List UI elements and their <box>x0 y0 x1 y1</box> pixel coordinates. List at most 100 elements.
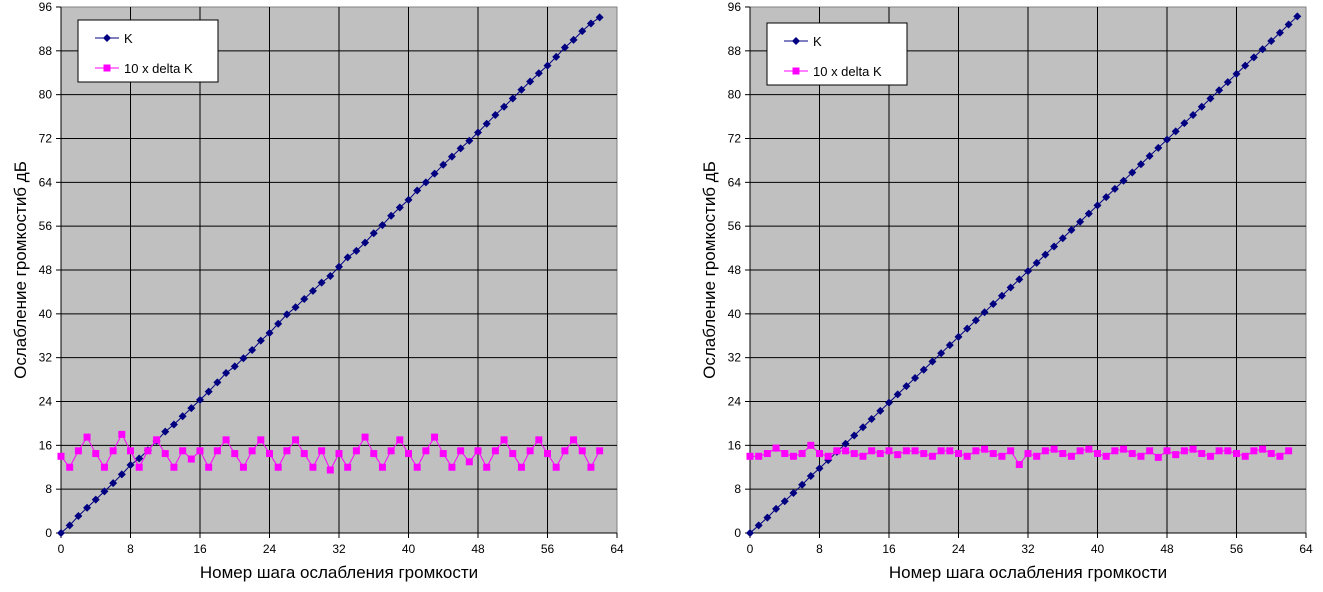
series-0 <box>746 12 1302 537</box>
data-point <box>798 450 806 458</box>
data-point <box>859 452 867 460</box>
data-point <box>963 324 972 333</box>
data-point <box>955 450 962 458</box>
data-point <box>894 451 902 459</box>
data-point <box>413 463 421 471</box>
data-point <box>57 452 65 460</box>
data-point <box>448 463 456 471</box>
x-tick-label: 56 <box>1230 542 1244 556</box>
data-point <box>963 452 971 460</box>
data-point <box>326 466 334 474</box>
data-point <box>534 69 543 78</box>
data-point <box>378 221 387 230</box>
data-point <box>491 110 500 119</box>
legend-label: K <box>813 34 822 49</box>
y-tick-label: 72 <box>728 132 742 146</box>
data-point <box>544 450 551 458</box>
data-point <box>231 450 239 458</box>
data-point <box>239 463 247 471</box>
data-point <box>850 450 858 458</box>
data-point <box>500 436 508 444</box>
legend-label: 10 x delta K <box>813 64 882 79</box>
data-point <box>569 35 578 44</box>
data-point <box>807 441 815 449</box>
data-point <box>1197 102 1206 111</box>
data-point <box>117 470 126 479</box>
data-point <box>561 447 569 455</box>
data-point <box>413 186 422 195</box>
data-point <box>1094 450 1101 458</box>
data-point <box>1145 152 1154 161</box>
data-point <box>911 447 919 455</box>
data-point <box>1189 110 1198 119</box>
data-point <box>1154 143 1163 152</box>
data-point <box>57 529 65 537</box>
x-tick-label: 48 <box>471 542 485 556</box>
y-tick-label: 72 <box>39 132 53 146</box>
data-point <box>161 450 169 458</box>
data-point <box>222 369 231 378</box>
data-point <box>980 308 989 317</box>
data-point <box>1111 447 1119 455</box>
data-point <box>431 433 439 441</box>
data-point <box>1076 447 1084 455</box>
y-tick-label: 96 <box>728 0 742 14</box>
data-point <box>482 119 491 128</box>
data-point <box>997 291 1006 300</box>
data-point <box>816 450 823 458</box>
data-point <box>1206 94 1215 103</box>
data-point <box>911 373 920 382</box>
data-point <box>595 13 604 22</box>
data-point <box>187 404 196 413</box>
data-point <box>989 450 997 458</box>
series-1 <box>57 430 604 474</box>
data-point <box>335 450 343 458</box>
data-point <box>1006 283 1015 292</box>
data-point <box>841 439 850 448</box>
y-tick-label: 96 <box>39 0 53 14</box>
data-point <box>1293 12 1302 21</box>
data-point <box>1258 45 1267 54</box>
data-point <box>876 450 884 458</box>
data-point <box>109 479 118 488</box>
data-point <box>161 427 170 436</box>
data-point <box>1198 450 1206 458</box>
data-point <box>902 447 910 455</box>
data-point <box>248 447 256 455</box>
y-tick-label: 80 <box>39 88 53 102</box>
data-point <box>586 19 595 28</box>
data-point <box>91 495 100 504</box>
x-tick-label: 64 <box>1299 542 1313 556</box>
y-tick-label: 88 <box>728 44 742 58</box>
data-point <box>395 203 404 212</box>
data-point <box>491 447 499 455</box>
data-point <box>755 452 763 460</box>
data-point <box>309 463 317 471</box>
data-point <box>1180 447 1188 455</box>
data-point <box>369 229 378 238</box>
data-point <box>83 503 92 512</box>
data-point <box>1015 275 1024 284</box>
data-point <box>772 504 781 513</box>
data-point <box>1146 447 1154 455</box>
data-point <box>850 431 859 440</box>
data-point <box>954 332 963 341</box>
data-point <box>763 513 772 522</box>
data-point <box>1084 209 1093 218</box>
data-point <box>205 463 213 471</box>
y-tick-label: 0 <box>45 526 52 540</box>
data-point <box>387 211 396 220</box>
legend-item: K <box>95 31 133 46</box>
data-point <box>868 447 876 455</box>
series-0 <box>57 13 604 537</box>
data-point <box>274 319 283 328</box>
data-point <box>1120 445 1128 453</box>
data-point <box>1284 20 1293 29</box>
data-point <box>1102 452 1110 460</box>
data-point <box>135 463 143 471</box>
y-axis-label: Ослабление громкостиб дБ <box>11 161 30 379</box>
data-point <box>343 253 352 262</box>
data-point <box>422 447 430 455</box>
x-tick-label: 8 <box>127 542 134 556</box>
y-tick-label: 48 <box>728 263 742 277</box>
